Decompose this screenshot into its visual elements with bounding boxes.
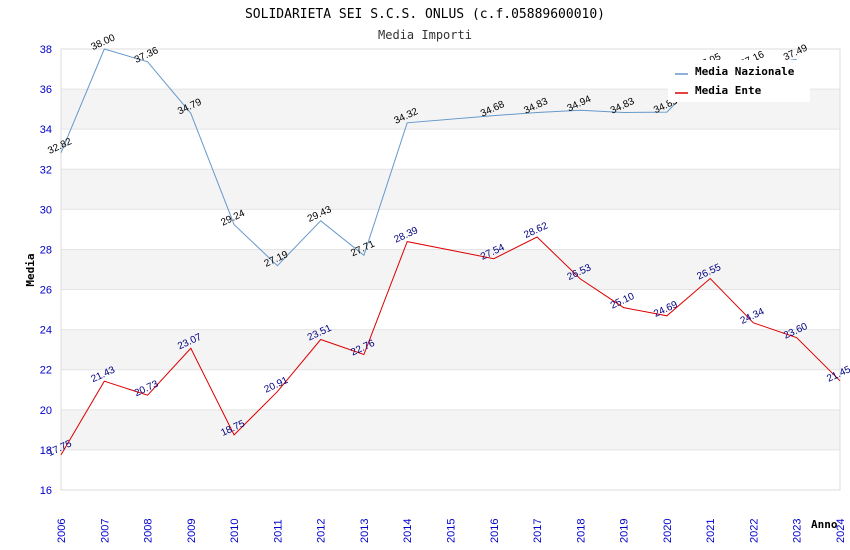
x-tick-label: 2023 bbox=[792, 519, 804, 543]
x-tick-label: 2017 bbox=[532, 519, 544, 543]
x-tick-label: 2018 bbox=[575, 519, 587, 543]
data-label: 20.73 bbox=[133, 378, 161, 399]
x-tick-label: 2022 bbox=[748, 519, 760, 543]
y-tick-label: 30 bbox=[40, 204, 52, 216]
chart-subtitle: Media Importi bbox=[378, 28, 472, 42]
x-tick-label: 2014 bbox=[402, 519, 414, 543]
x-tick-label: 2021 bbox=[705, 519, 717, 543]
y-tick-label: 36 bbox=[40, 84, 52, 96]
x-tick-label: 2006 bbox=[56, 519, 68, 543]
x-tick-label: 2008 bbox=[143, 519, 155, 543]
y-tick-label: 16 bbox=[40, 485, 52, 497]
y-tick-label: 20 bbox=[40, 405, 52, 417]
x-axis-title: Anno bbox=[811, 518, 838, 531]
series-line bbox=[60, 236, 841, 456]
plot-frame bbox=[60, 48, 841, 491]
x-tick-label: 2012 bbox=[316, 519, 328, 543]
x-tick-label: 2020 bbox=[662, 519, 674, 543]
legend-label-ente: Media Ente bbox=[695, 84, 762, 97]
y-tick-label: 38 bbox=[40, 44, 52, 56]
x-tick-label: 2009 bbox=[186, 519, 198, 543]
y-axis: 16 18 20 22 24 26 28 30 32 34 36 38 bbox=[40, 44, 52, 497]
legend-label-naz: Media Nazionale bbox=[695, 65, 795, 78]
y-tick-label: 26 bbox=[40, 285, 52, 297]
data-label: 29.24 bbox=[219, 208, 247, 229]
x-tick-label: 2013 bbox=[359, 519, 371, 543]
x-tick-label: 2007 bbox=[99, 519, 111, 543]
y-tick-label: 32 bbox=[40, 164, 52, 176]
data-label: 24.34 bbox=[739, 306, 767, 327]
grid-band bbox=[61, 249, 840, 290]
y-tick-label: 28 bbox=[40, 244, 52, 256]
data-label: 32.82 bbox=[46, 136, 74, 157]
data-label: 24.69 bbox=[652, 299, 680, 320]
x-tick-label: 2015 bbox=[446, 519, 458, 543]
x-tick-label: 2024 bbox=[835, 519, 847, 543]
x-axis: 2006 2007 2008 2009 2010 2011 2012 2013 2014 2015… bbox=[56, 519, 847, 543]
x-tick-label: 2016 bbox=[489, 519, 501, 543]
grid-band bbox=[61, 169, 840, 210]
y-tick-label: 24 bbox=[40, 325, 52, 337]
y-tick-label: 18 bbox=[40, 445, 52, 457]
y-tick-label: 34 bbox=[40, 124, 52, 136]
x-tick-label: 2019 bbox=[619, 519, 631, 543]
x-tick-label: 2011 bbox=[272, 519, 284, 543]
data-label: 37.36 bbox=[133, 45, 161, 66]
chart-title: SOLIDARIETA SEI S.C.S. ONLUS (c.f.058896… bbox=[245, 7, 605, 22]
legend-box bbox=[668, 60, 810, 102]
x-tick-label: 2010 bbox=[229, 519, 241, 543]
y-tick-label: 22 bbox=[40, 365, 52, 377]
data-label: 25.10 bbox=[609, 291, 637, 312]
grid-bands bbox=[60, 48, 841, 491]
legend: Media Nazionale Media Ente bbox=[668, 60, 810, 102]
grid-band bbox=[61, 409, 840, 450]
y-axis-title: Media bbox=[24, 253, 37, 286]
data-label: 17.75 bbox=[46, 438, 74, 459]
grid-band bbox=[61, 329, 840, 370]
